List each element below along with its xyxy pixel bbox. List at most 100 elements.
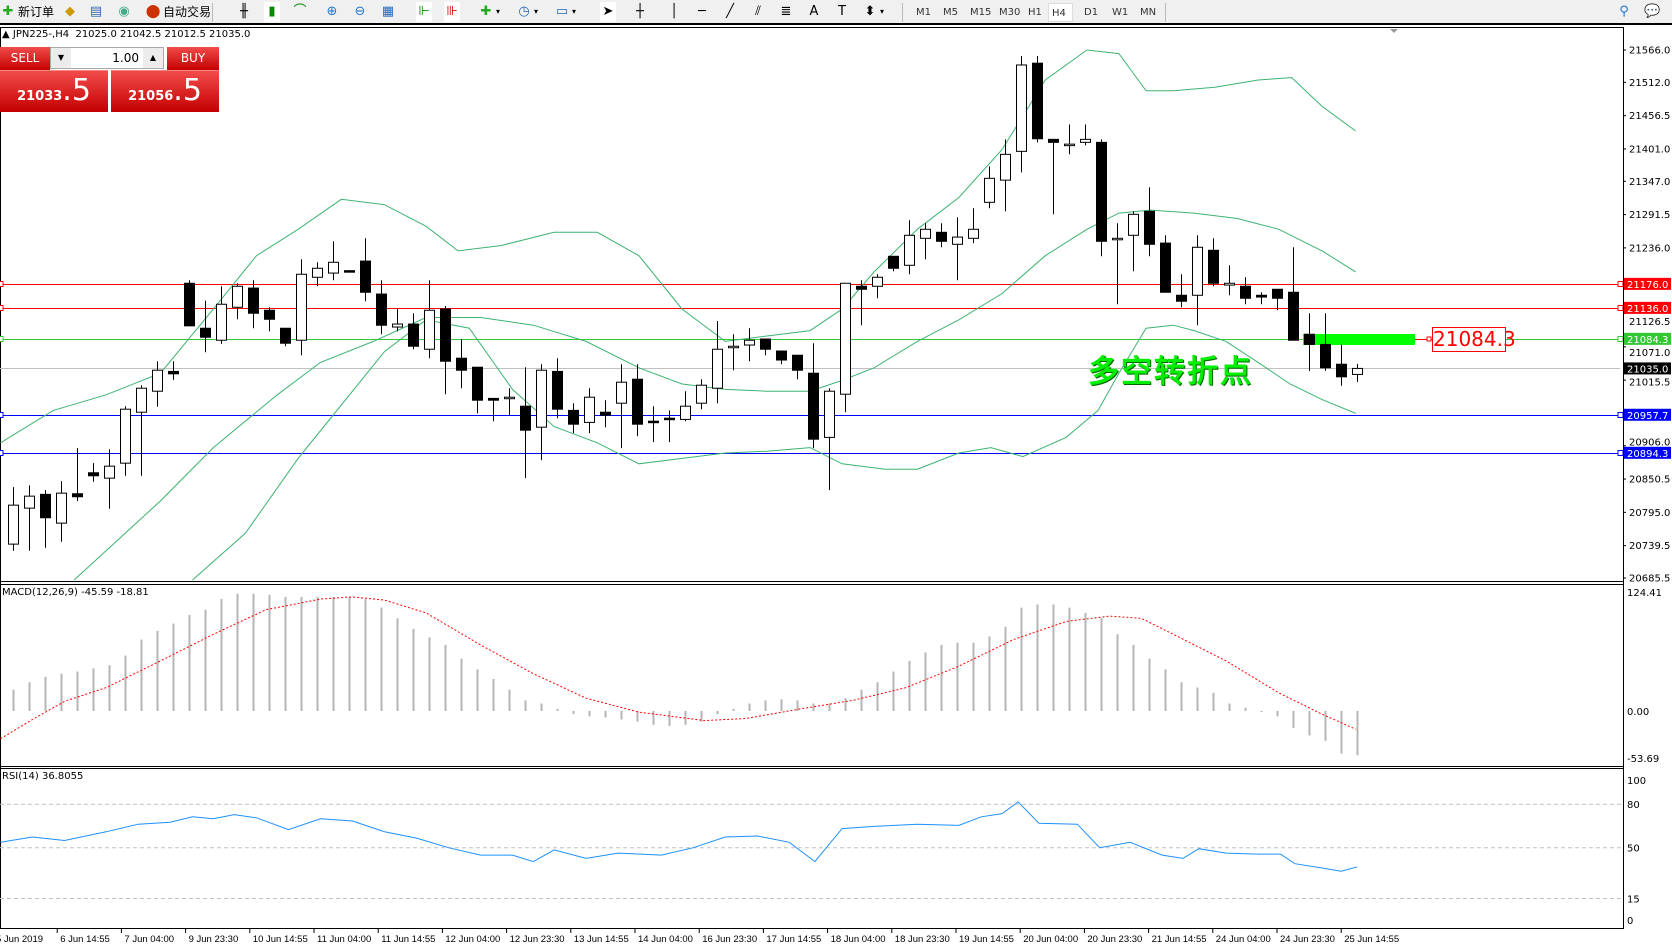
candle [1048, 138, 1059, 215]
candle-body [1080, 138, 1091, 143]
crosshair-button[interactable]: ┼ [632, 2, 648, 22]
equidistant-channel-button[interactable]: ⫽ [750, 2, 766, 22]
price-tick-label: 21456.5 [1629, 111, 1670, 122]
candle [216, 286, 227, 344]
lot-size-input[interactable]: 1.00 [71, 48, 143, 68]
candle-body [376, 293, 387, 326]
lot-size-stepper[interactable]: ▼ 1.00 ▲ [50, 47, 164, 69]
time-tick-label: 13 Jun 14:55 [574, 934, 629, 945]
text-button[interactable]: A [806, 2, 822, 22]
templates-button[interactable]: ▭ ▾ [554, 2, 576, 22]
timeframe-m30[interactable]: M30 [999, 7, 1021, 18]
rsi-tick-label: 15 [1627, 894, 1640, 905]
candle-body [984, 177, 995, 203]
candle-body [488, 397, 499, 401]
timeframe-h4[interactable]: H4 [1048, 3, 1073, 22]
signals-button[interactable]: ◉ [116, 2, 132, 22]
buy-button[interactable]: BUY [167, 47, 219, 70]
collapse-triangle-icon[interactable]: ▲ [2, 29, 13, 40]
auto-trading-button[interactable]: ⬤ 自动交易 [145, 2, 211, 22]
candle-body [888, 255, 899, 269]
level-price-tag-label: 21084.3 [1627, 335, 1668, 346]
new-order-button[interactable]: ✚ 新订单 [0, 2, 54, 22]
chat-button[interactable]: 💬 [1644, 2, 1660, 22]
timeframe-m15[interactable]: M15 [970, 7, 992, 18]
horizontal-line-button[interactable]: ─ [694, 2, 710, 22]
price-tick-label: 20685.5 [1629, 574, 1670, 585]
candle [568, 403, 579, 434]
toolbar-divider [1165, 3, 1166, 22]
tile-windows-button[interactable]: ▦ [380, 2, 396, 22]
market-watch-button[interactable]: ▤ [88, 2, 104, 22]
candle-body [808, 372, 819, 440]
candle-body [216, 303, 227, 341]
zoom-in-button[interactable]: ⊕ [324, 2, 340, 22]
decrease-lot-button[interactable]: ▼ [57, 53, 65, 62]
sell-price-button[interactable]: 21033.5 [0, 70, 108, 112]
bollinger-upper-line [0, 49, 1356, 444]
cursor-button[interactable]: ➤ [600, 2, 616, 22]
candle [344, 270, 355, 273]
candle [1256, 292, 1267, 305]
toolbar: ✚ 新订单 ◆ ▤ ◉ ⬤ 自动交易 ╫ ▮ ⌒ ⊕ ⊖ ▦ ⊩ ⊪ ✚ ▾ ◷ ▾ ▭… [0, 0, 1672, 25]
sell-button[interactable]: SELL [0, 47, 50, 70]
timeframe-m1[interactable]: M1 [916, 7, 931, 18]
level-price-tag [1624, 446, 1671, 459]
candle [952, 217, 963, 281]
candle-body [440, 308, 451, 362]
level-price-label[interactable]: 21084.3 [1432, 327, 1516, 352]
periods-button[interactable]: ◷ ▾ [516, 2, 538, 22]
timeframe-w1[interactable]: W1 [1112, 7, 1129, 18]
line-chart-button[interactable]: ⌒ [292, 2, 308, 22]
zoom-out-button[interactable]: ⊖ [352, 2, 368, 22]
trendline-button[interactable]: ╱ [722, 2, 738, 22]
auto-scroll-button[interactable]: ⊪ [444, 2, 460, 22]
candle [888, 255, 899, 272]
timeframe-m5[interactable]: M5 [943, 7, 958, 18]
level-handle [1617, 450, 1624, 456]
text-label-button[interactable]: T [834, 2, 850, 22]
candle [440, 306, 451, 395]
candle [728, 334, 739, 371]
time-tick-label: 17 Jun 14:55 [766, 934, 821, 945]
timeframe-h1[interactable]: H1 [1028, 7, 1042, 18]
timeframe-d1[interactable]: D1 [1084, 7, 1099, 18]
candle-body [1128, 213, 1139, 236]
chart-shift-icon: ⊩ [418, 4, 430, 19]
candle-body [248, 287, 259, 314]
candle [200, 300, 211, 353]
timeframe-mn[interactable]: MN [1140, 7, 1157, 18]
rsi-line [0, 801, 1358, 872]
time-tick-label: 14 Jun 04:00 [638, 934, 693, 945]
candle [968, 208, 979, 244]
candlestick-button[interactable]: ▮ [264, 2, 280, 22]
indicators-button[interactable]: ✚ ▾ [478, 2, 500, 22]
symbol-timeframe: JPN225-,H4 [12, 29, 70, 40]
time-tick-label: 11 Jun 14:55 [381, 934, 435, 945]
candle-body [8, 504, 19, 545]
vertical-line-button[interactable]: │ [666, 2, 682, 22]
candle-body [744, 339, 755, 346]
chart-shift-button[interactable]: ⊩ [416, 2, 432, 22]
search-button[interactable]: ⚲ [1616, 2, 1632, 22]
level-price-tag [1624, 332, 1671, 345]
label-connector-handle [1426, 336, 1432, 342]
fibonacci-icon: ≣ [780, 4, 792, 19]
candle [136, 385, 147, 476]
history-button[interactable]: ◆ [62, 2, 78, 22]
level-price-tag-label: 21176.0 [1627, 280, 1668, 291]
price-tick-label: 20850.5 [1629, 475, 1670, 486]
arrows-button[interactable]: ⬍ ▾ [862, 2, 884, 22]
buy-price-button[interactable]: 21056.5 [111, 70, 219, 112]
fibonacci-button[interactable]: ≣ [778, 2, 794, 22]
candle [520, 367, 531, 479]
increase-lot-button[interactable]: ▲ [149, 53, 157, 62]
candle-body [1144, 210, 1155, 245]
candle [56, 481, 67, 542]
level-handle [1617, 412, 1624, 418]
candle [40, 490, 51, 548]
bar-chart-button[interactable]: ╫ [236, 2, 252, 22]
turning-point-annotation[interactable]: 多空转折点 [1088, 354, 1253, 390]
candle-body [88, 472, 99, 477]
